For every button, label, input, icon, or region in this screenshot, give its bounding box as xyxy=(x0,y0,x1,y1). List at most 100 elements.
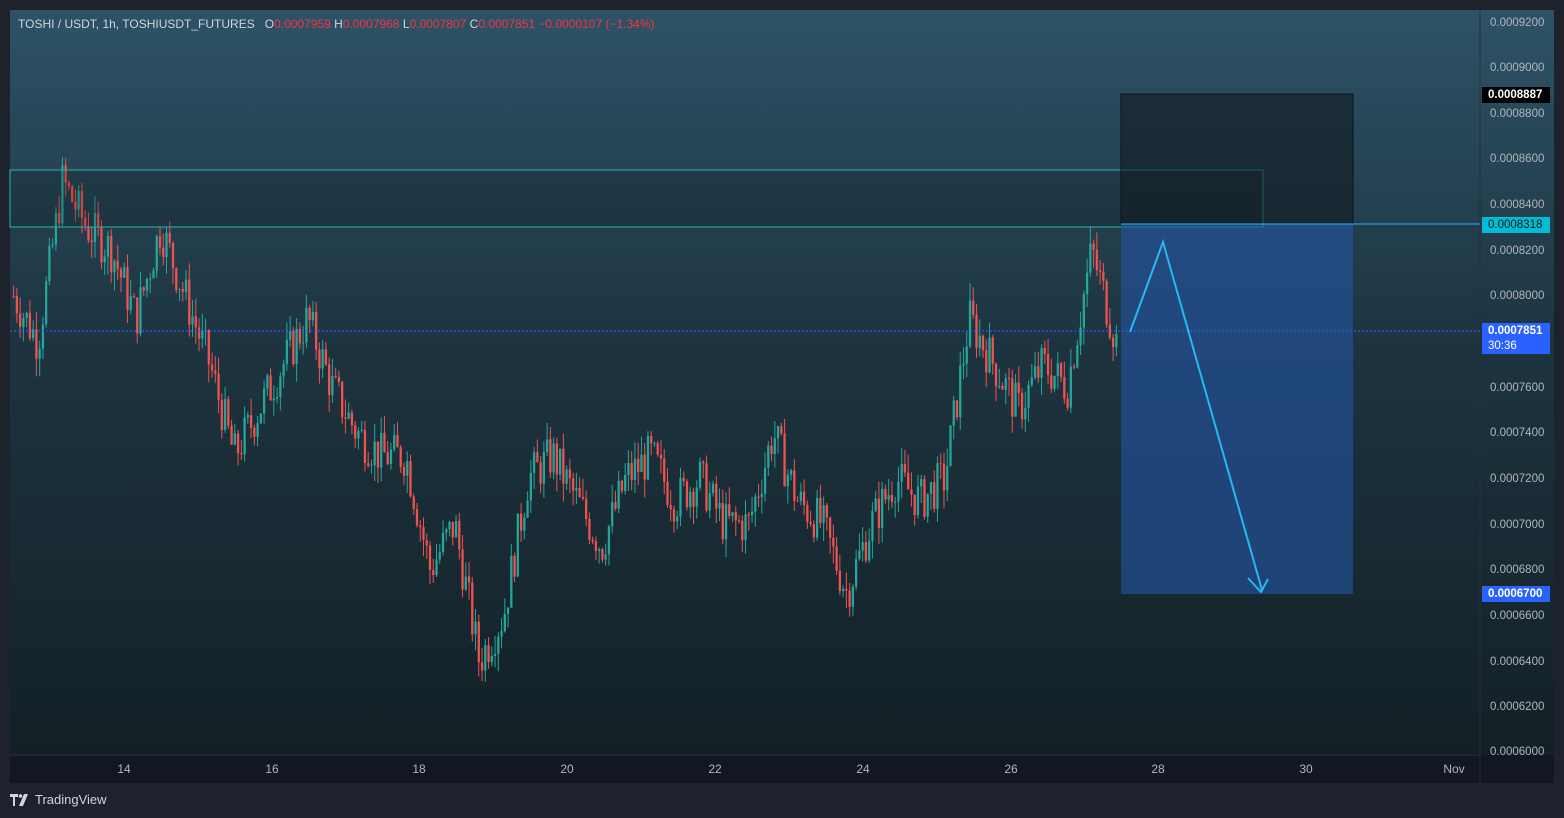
candle-body xyxy=(350,412,354,426)
candle-body xyxy=(1076,345,1079,368)
high-value: 0.0007968 xyxy=(342,17,400,31)
stop-price-label: 0.0008887 xyxy=(1482,87,1550,103)
candle-body xyxy=(474,621,477,635)
candle-body xyxy=(519,513,523,531)
candle-body xyxy=(653,443,656,445)
candle-body xyxy=(887,494,890,500)
candle-body xyxy=(220,399,223,430)
candle-body xyxy=(311,312,315,321)
candle-body xyxy=(344,417,347,419)
candle-body xyxy=(731,512,734,516)
candle-body xyxy=(1004,378,1007,390)
candle-body xyxy=(204,330,207,332)
candle-body xyxy=(175,268,178,290)
candle-body xyxy=(789,470,793,475)
candle-body xyxy=(620,480,624,492)
candle-body xyxy=(301,342,305,344)
price-tick: 0.0009000 xyxy=(1490,62,1545,74)
candle-body xyxy=(262,388,266,414)
candle-body xyxy=(552,443,555,473)
candle-body xyxy=(702,461,705,464)
candle-body xyxy=(802,491,806,505)
candle-body xyxy=(565,469,568,484)
candle-body xyxy=(223,399,227,430)
candle-body xyxy=(594,541,598,551)
high-key: H xyxy=(334,17,343,31)
take-profit-box[interactable] xyxy=(1121,224,1353,594)
candle-body xyxy=(461,549,464,590)
candle-body xyxy=(656,443,659,455)
candle-body xyxy=(1095,249,1098,271)
candle-body xyxy=(689,491,692,508)
candle-body xyxy=(315,312,318,350)
candle-body xyxy=(532,452,536,473)
candle-body xyxy=(695,487,698,507)
candle-body xyxy=(998,385,1001,387)
candle-body xyxy=(295,328,298,365)
projection-arrow[interactable] xyxy=(1129,238,1263,591)
candle-body xyxy=(650,435,653,444)
candle-body xyxy=(275,396,279,399)
candle-body xyxy=(1053,375,1056,389)
candle-body xyxy=(269,375,272,401)
candle-body xyxy=(445,529,448,533)
candle-body xyxy=(425,540,428,546)
candle-body xyxy=(1030,377,1033,385)
candle-body xyxy=(900,463,903,482)
candle-body xyxy=(162,247,165,258)
candle-body xyxy=(197,327,201,339)
candle-body xyxy=(1089,243,1092,273)
candle-body xyxy=(1063,377,1066,399)
candle-body xyxy=(487,645,490,663)
candle-body xyxy=(555,443,559,475)
candle-body xyxy=(923,479,926,517)
candle-body xyxy=(841,588,845,592)
candle-body xyxy=(324,349,328,365)
candle-body xyxy=(396,434,399,448)
candle-body xyxy=(861,542,864,551)
candle-body xyxy=(1037,366,1040,378)
candle-body xyxy=(845,588,848,591)
candle-body xyxy=(334,375,337,377)
candle-body xyxy=(851,586,855,607)
candle-body xyxy=(591,539,594,542)
candle-body xyxy=(828,517,832,538)
candle-body xyxy=(152,270,155,279)
candle-body xyxy=(558,448,562,475)
price-tick: 0.0006200 xyxy=(1490,701,1545,713)
brand-name: TradingView xyxy=(35,792,107,807)
candle-body xyxy=(448,521,451,530)
price-tick: 0.0008200 xyxy=(1490,245,1545,257)
candle-body xyxy=(611,502,614,527)
candle-body xyxy=(158,236,162,248)
candle-body xyxy=(536,452,539,463)
candle-body xyxy=(936,463,939,509)
candle-body xyxy=(48,245,51,282)
candle-body xyxy=(406,461,409,476)
price-tick: 0.0006600 xyxy=(1490,610,1545,622)
candle-body xyxy=(480,662,484,671)
tradingview-logo[interactable]: TradingView xyxy=(10,792,107,807)
resistance-zone[interactable] xyxy=(9,169,1264,228)
candle-body xyxy=(181,288,184,292)
candle-body xyxy=(35,329,38,359)
candle-body xyxy=(965,346,968,364)
candle-body xyxy=(110,235,113,273)
candle-body xyxy=(698,461,702,488)
stop-loss-box[interactable] xyxy=(1121,94,1353,224)
candle-body xyxy=(822,505,825,524)
candle-body xyxy=(347,412,350,419)
candle-body xyxy=(916,486,920,516)
symbol-legend[interactable]: TOSHI / USDT, 1h, TOSHIUSDT_FUTURES O0.0… xyxy=(18,17,655,31)
time-tick: 22 xyxy=(708,762,722,776)
current-price-badge: 0.0007851 30:36 xyxy=(1482,323,1550,354)
price-tick: 0.0008800 xyxy=(1490,108,1545,120)
candle-body xyxy=(149,278,152,280)
candle-body xyxy=(1020,392,1024,420)
candle-body xyxy=(41,324,45,349)
candle-body xyxy=(724,504,728,540)
candle-body xyxy=(676,516,679,522)
candle-body xyxy=(1040,348,1043,378)
candle-body xyxy=(58,213,61,224)
